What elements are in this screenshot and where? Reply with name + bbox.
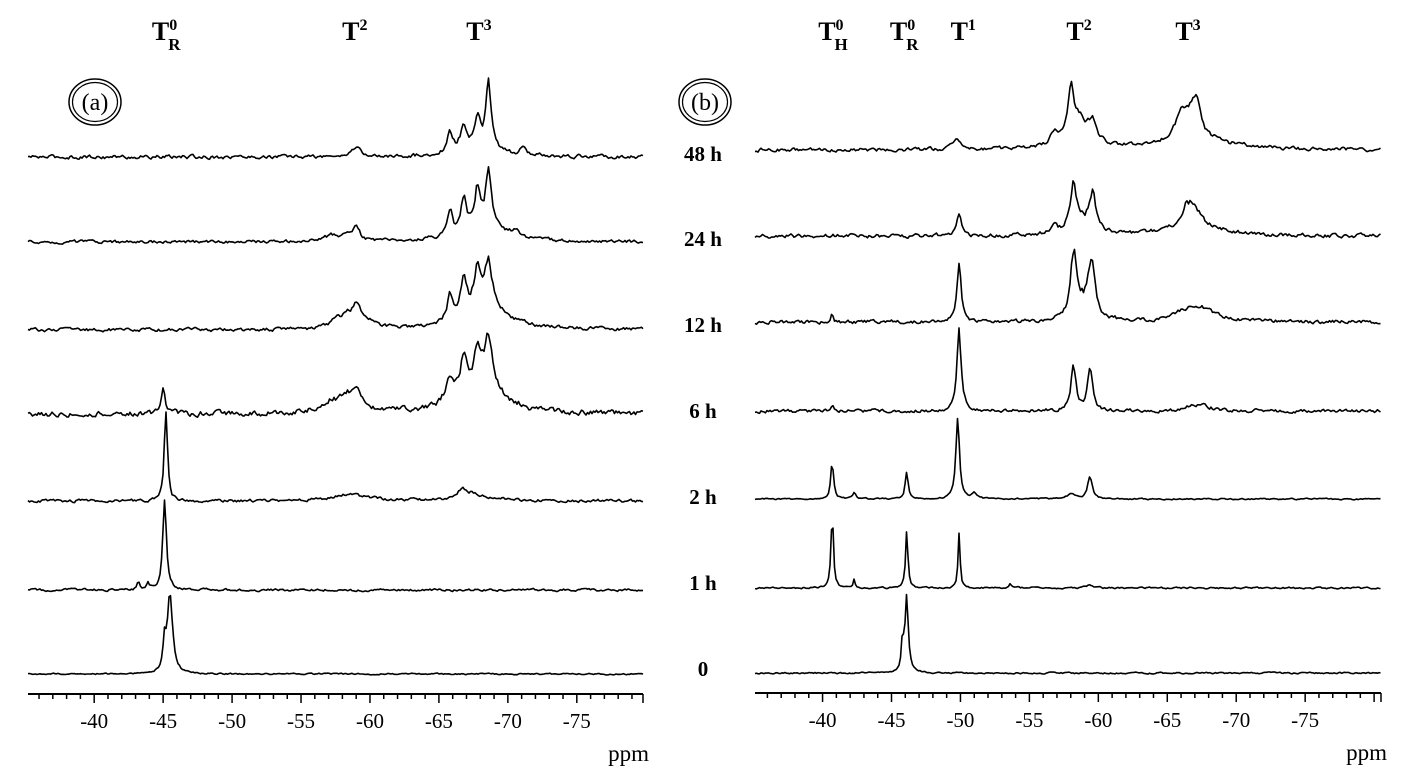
panel-b-tag-text: (b) (691, 90, 719, 116)
x-axis-unit-label: ppm (1346, 740, 1387, 765)
x-tick-label: -50 (946, 708, 974, 732)
panel-a: T0 R T2 T3 (a) -40 -45 -50 -55 -60 -65 -70 -75 ppm (27, 17, 649, 766)
panel-b-traces (754, 80, 1381, 675)
x-tick-label: -75 (563, 709, 591, 733)
panel-b-tag: (b) (678, 78, 732, 126)
spectrum-trace-0 (754, 593, 1381, 675)
spectrum-trace-12h (27, 255, 644, 333)
spectrum-trace-48h (27, 77, 644, 161)
panel-a-tag-text: (a) (82, 90, 109, 116)
spectrum-trace-12h (754, 248, 1381, 326)
x-tick-label: -60 (1084, 708, 1112, 732)
time-label-2h: 2 h (689, 485, 717, 509)
x-tick-label: -45 (878, 708, 906, 732)
x-tick-label: -65 (1153, 708, 1181, 732)
peak-label-T2: T2 (1066, 17, 1091, 46)
spectrum-trace-6h (754, 327, 1381, 415)
spectrum-trace-1h (754, 527, 1381, 590)
panel-a-peak-labels: T0 R T2 T3 (152, 17, 492, 54)
spectrum-trace-48h (754, 80, 1381, 153)
spectrum-trace-24h (27, 166, 644, 245)
x-tick-label: -40 (809, 708, 837, 732)
spectrum-trace-1h (27, 499, 644, 593)
x-tick-label: -75 (1291, 708, 1319, 732)
time-label-12h: 12 h (684, 313, 722, 337)
x-axis-unit-label: ppm (608, 741, 649, 766)
time-labels: 48 h 24 h 12 h 6 h 2 h 1 h 0 (684, 142, 722, 681)
time-label-24h: 24 h (684, 227, 722, 251)
x-tick-label: -55 (1015, 708, 1043, 732)
x-tick-label: -45 (149, 709, 177, 733)
x-tick-label: -70 (1222, 708, 1250, 732)
spectrum-trace-2h (27, 411, 644, 504)
peak-label-T1: T1 (951, 17, 976, 46)
x-tick-label: -50 (218, 709, 246, 733)
time-label-6h: 6 h (689, 399, 717, 423)
x-tick-label: -60 (356, 709, 384, 733)
panel-b: T0 H T0 R T1 T2 T3 (b) -40 -45 -50 -55 -60 -65 -70 -7… (678, 17, 1387, 765)
peak-label-T3: T3 (1175, 17, 1200, 46)
x-tick-label: -70 (494, 709, 522, 733)
spectrum-trace-24h (754, 180, 1381, 239)
panel-a-traces (27, 77, 644, 676)
spectrum-trace-2h (754, 417, 1381, 501)
peak-label-T0R: T0 R (152, 17, 181, 54)
panel-a-tag: (a) (68, 78, 122, 126)
peak-label-T0R: T0 R (890, 17, 919, 54)
panel-b-x-axis: -40 -45 -50 -55 -60 -65 -70 -75 ppm (755, 692, 1387, 765)
spectrum-trace-6h (27, 332, 644, 419)
time-label-1h: 1 h (689, 571, 717, 595)
time-label-48h: 48 h (684, 142, 722, 166)
panel-b-peak-labels: T0 H T0 R T1 T2 T3 (818, 17, 1200, 54)
peak-label-T2: T2 (342, 17, 367, 46)
x-tick-label: -40 (80, 709, 108, 733)
peak-label-T3: T3 (466, 17, 491, 46)
panel-a-x-axis: -40 -45 -50 -55 -60 -65 -70 -75 ppm (28, 693, 649, 766)
spectrum-trace-0 (27, 594, 644, 676)
time-label-0h: 0 (698, 657, 709, 681)
x-tick-label: -55 (287, 709, 315, 733)
x-tick-label: -65 (425, 709, 453, 733)
peak-label-T0H: T0 H (818, 17, 848, 54)
